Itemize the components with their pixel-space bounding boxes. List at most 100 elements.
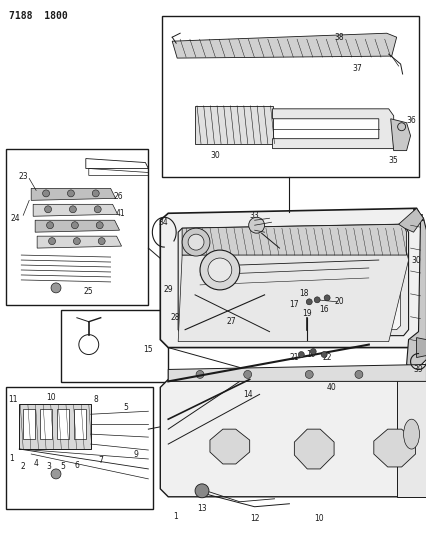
Text: 20: 20 [334, 297, 344, 306]
Circle shape [43, 190, 50, 197]
Circle shape [71, 222, 78, 229]
Circle shape [51, 283, 61, 293]
Text: 33: 33 [250, 211, 259, 220]
Polygon shape [210, 429, 250, 464]
Text: 25: 25 [84, 287, 94, 296]
Bar [6, 149, 149, 305]
Bar [6, 387, 153, 508]
Polygon shape [37, 236, 122, 248]
Polygon shape [160, 375, 426, 497]
Text: 34: 34 [158, 218, 168, 227]
Text: 5: 5 [60, 463, 65, 472]
Text: 23: 23 [18, 172, 28, 181]
Text: 1: 1 [9, 455, 14, 464]
Ellipse shape [404, 419, 419, 449]
Text: 10: 10 [315, 514, 324, 523]
Polygon shape [273, 109, 394, 149]
Text: 35: 35 [389, 156, 398, 165]
Text: 8: 8 [93, 395, 98, 404]
Circle shape [47, 222, 54, 229]
Polygon shape [182, 224, 407, 255]
Circle shape [298, 352, 304, 358]
Circle shape [355, 370, 363, 378]
Polygon shape [172, 33, 397, 58]
Text: 30: 30 [210, 151, 220, 160]
Circle shape [208, 258, 232, 282]
Circle shape [94, 206, 101, 213]
Circle shape [98, 238, 105, 245]
Bar [195, 106, 273, 144]
Bar [23, 409, 35, 439]
Bar [74, 409, 86, 439]
Text: 24: 24 [10, 214, 20, 223]
Text: 4: 4 [34, 459, 39, 469]
Circle shape [314, 297, 320, 303]
Polygon shape [33, 204, 118, 216]
Text: 17: 17 [290, 300, 299, 309]
Text: 10: 10 [46, 393, 56, 402]
Circle shape [68, 190, 74, 197]
Text: 14: 14 [243, 390, 253, 399]
Circle shape [96, 222, 103, 229]
Text: 27: 27 [227, 317, 237, 326]
Text: 41: 41 [116, 209, 125, 218]
Circle shape [45, 206, 51, 213]
Circle shape [200, 250, 240, 290]
Bar [162, 17, 419, 177]
Text: 3: 3 [47, 463, 51, 472]
Text: 26: 26 [114, 192, 123, 201]
Text: 30: 30 [412, 255, 422, 264]
Circle shape [48, 238, 56, 245]
Circle shape [324, 295, 330, 301]
Text: 11: 11 [9, 395, 18, 404]
Polygon shape [398, 208, 423, 232]
Polygon shape [31, 188, 116, 200]
Text: 38: 38 [334, 33, 344, 42]
Circle shape [73, 238, 80, 245]
Polygon shape [294, 429, 334, 469]
Polygon shape [407, 208, 426, 369]
Circle shape [182, 228, 210, 256]
Bar [61, 310, 168, 382]
Text: 7: 7 [98, 456, 103, 465]
Polygon shape [160, 208, 423, 348]
Polygon shape [374, 429, 416, 467]
Circle shape [188, 234, 204, 250]
Text: 31: 31 [416, 214, 425, 223]
Text: 19: 19 [303, 309, 312, 318]
Polygon shape [35, 220, 119, 232]
Text: 28: 28 [170, 313, 180, 322]
Polygon shape [184, 230, 401, 330]
Text: 22: 22 [322, 353, 332, 362]
Circle shape [69, 206, 76, 213]
Polygon shape [168, 365, 426, 382]
Circle shape [310, 349, 316, 354]
Text: 21: 21 [290, 353, 299, 362]
Text: 5: 5 [123, 403, 128, 412]
Circle shape [196, 370, 204, 378]
Bar [40, 409, 52, 439]
Text: 15: 15 [143, 345, 153, 354]
Text: 19: 19 [306, 350, 316, 359]
Text: 32: 32 [240, 240, 250, 249]
Circle shape [51, 469, 61, 479]
Text: 7188  1800: 7188 1800 [9, 11, 68, 21]
Circle shape [305, 370, 313, 378]
Polygon shape [178, 252, 409, 342]
Text: 2: 2 [21, 463, 26, 472]
Circle shape [92, 190, 99, 197]
Text: 16: 16 [319, 305, 329, 314]
Circle shape [195, 484, 209, 498]
Text: 39: 39 [413, 365, 423, 374]
Circle shape [249, 217, 265, 233]
Bar [19, 404, 91, 449]
Text: 12: 12 [250, 514, 259, 523]
Bar [57, 409, 69, 439]
Polygon shape [178, 224, 409, 336]
Text: 9: 9 [133, 449, 138, 458]
Circle shape [244, 370, 252, 378]
Text: 40: 40 [326, 383, 336, 392]
Text: 29: 29 [163, 285, 173, 294]
Text: 13: 13 [197, 504, 207, 513]
Text: 6: 6 [74, 462, 79, 471]
